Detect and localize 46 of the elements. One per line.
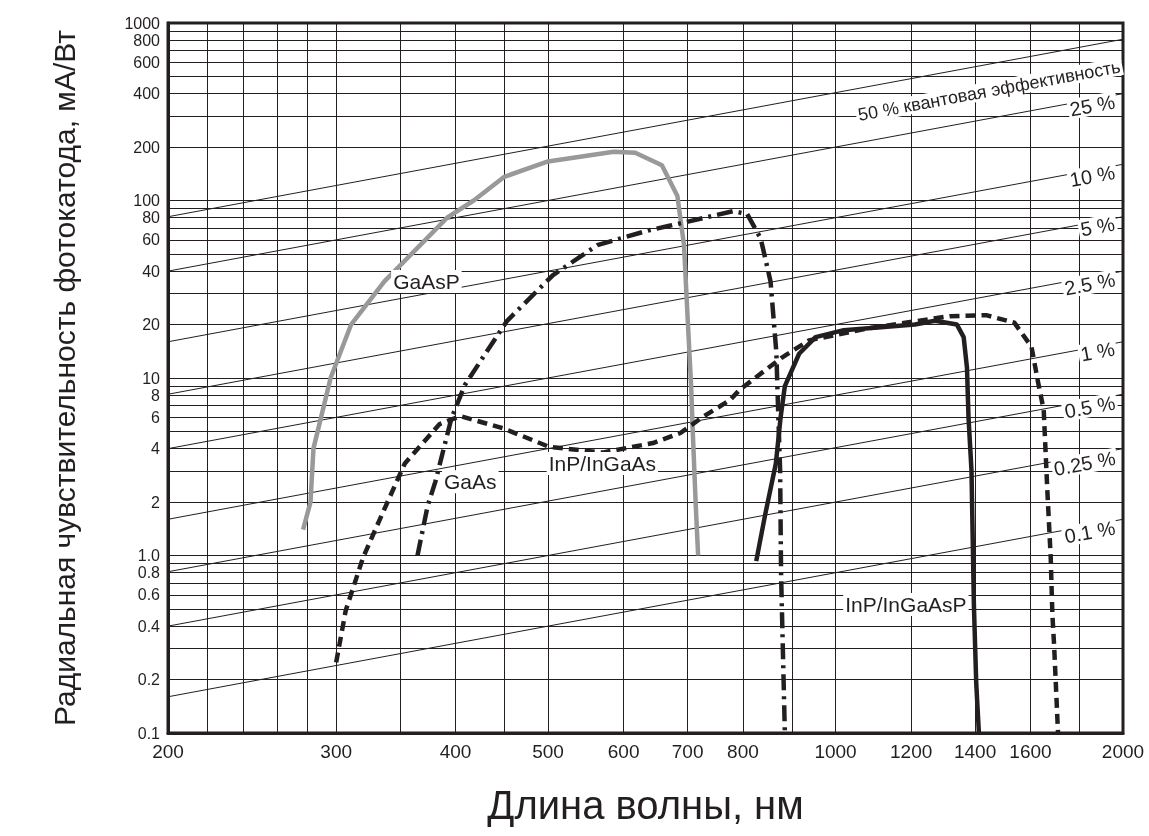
y-tick-label: 40 bbox=[142, 262, 161, 280]
y-tick-label: 0.6 bbox=[137, 586, 161, 604]
series-label: InP/InGaAsP bbox=[845, 592, 967, 616]
text: 0.1 % bbox=[1062, 516, 1118, 548]
x-tick-label: 1000 bbox=[814, 740, 857, 762]
x-tick-label: 400 bbox=[439, 740, 472, 762]
y-tick-label: 60 bbox=[142, 231, 161, 249]
series-label: InP/InGaAs bbox=[548, 452, 657, 476]
y-tick-label: 600 bbox=[133, 53, 161, 71]
text: 5 % bbox=[1078, 212, 1117, 241]
y-tick-label: 400 bbox=[133, 85, 161, 103]
series-label: GaAsP bbox=[393, 269, 460, 293]
x-tick-label: 1200 bbox=[889, 740, 933, 762]
y-tick-label: 100 bbox=[133, 192, 161, 209]
y-tick-label: 0.4 bbox=[137, 617, 161, 635]
y-tick-label: 200 bbox=[133, 138, 161, 156]
y-tick-label: 0.8 bbox=[137, 564, 161, 582]
x-tick-label: 800 bbox=[727, 740, 759, 762]
x-axis-title: Длина волны, нм bbox=[487, 783, 804, 827]
series-label: GaAs bbox=[444, 470, 497, 494]
x-tick-label: 600 bbox=[607, 740, 640, 762]
x-tick-label: 300 bbox=[320, 740, 353, 762]
x-tick-label: 1600 bbox=[1009, 740, 1052, 762]
text: 10 % bbox=[1067, 161, 1118, 192]
y-tick-label: 10 bbox=[142, 369, 161, 387]
y-tick-label: 8 bbox=[151, 386, 161, 404]
y-tick-label: 800 bbox=[133, 31, 161, 49]
y-tick-label: 1.0 bbox=[137, 547, 161, 564]
y-tick-label: 20 bbox=[142, 316, 161, 334]
text: 25 % bbox=[1067, 90, 1118, 121]
y-tick-label: 1000 bbox=[124, 14, 161, 32]
x-tick-label: 2000 bbox=[1101, 740, 1145, 762]
y-tick-label: 80 bbox=[142, 209, 161, 227]
y-tick-label: 2 bbox=[151, 493, 161, 511]
y-tick-label: 0.2 bbox=[137, 671, 161, 689]
x-tick-label: 500 bbox=[532, 740, 564, 762]
text: 1 % bbox=[1078, 337, 1117, 366]
x-tick-label: 700 bbox=[671, 740, 704, 762]
x-tick-label: 1400 bbox=[953, 740, 997, 762]
y-axis-title: Радиальная чувствительность фотокатода, мА/Вт bbox=[47, 29, 81, 727]
text: 2.5 % bbox=[1062, 268, 1118, 300]
text: 0.25 % bbox=[1052, 446, 1118, 480]
text: 0.5 % bbox=[1062, 391, 1118, 423]
y-tick-label: 6 bbox=[151, 408, 161, 426]
y-tick-label: 4 bbox=[151, 440, 161, 458]
y-tick-label: 0.1 bbox=[137, 724, 161, 742]
